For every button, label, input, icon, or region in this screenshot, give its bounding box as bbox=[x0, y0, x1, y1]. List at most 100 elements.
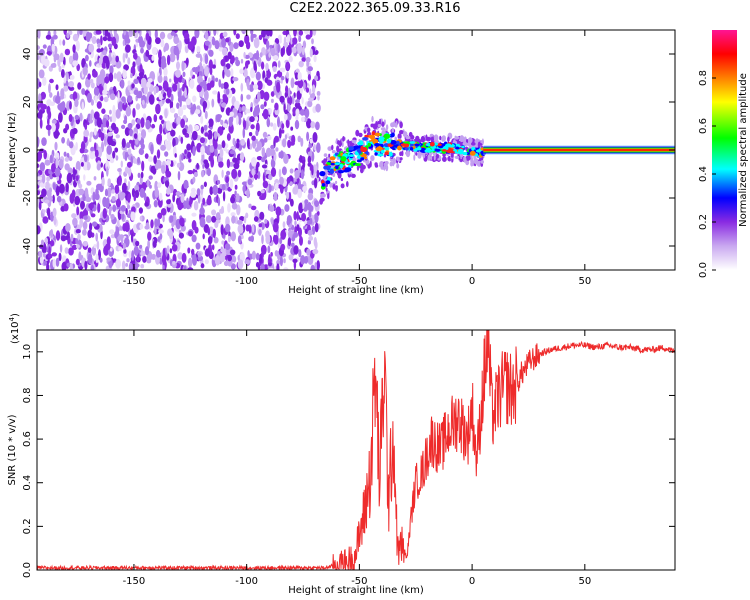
noise-blob bbox=[266, 70, 272, 79]
noise-blob bbox=[105, 160, 110, 171]
noise-blob bbox=[162, 264, 165, 270]
noise-blob bbox=[37, 150, 43, 161]
noise-blob bbox=[177, 106, 184, 117]
noise-blob bbox=[158, 229, 164, 234]
track-haze bbox=[391, 127, 394, 134]
noise-blob bbox=[167, 228, 173, 237]
noise-blob bbox=[211, 215, 217, 223]
noise-blob bbox=[103, 96, 109, 103]
noise-blob bbox=[220, 59, 226, 67]
noise-blob bbox=[130, 211, 136, 221]
track-haze bbox=[331, 150, 336, 154]
noise-blob bbox=[117, 219, 120, 227]
noise-blob bbox=[117, 101, 124, 112]
noise-blob bbox=[109, 93, 116, 101]
noise-blob bbox=[109, 157, 115, 164]
track-haze bbox=[429, 133, 434, 138]
noise-blob bbox=[173, 113, 179, 119]
noise-blob bbox=[127, 57, 131, 65]
noise-blob bbox=[296, 224, 300, 232]
noise-blob bbox=[68, 114, 73, 122]
noise-blob bbox=[82, 229, 87, 236]
noise-blob bbox=[148, 175, 153, 180]
noise-blob bbox=[270, 218, 274, 225]
noise-blob bbox=[213, 30, 217, 36]
noise-blob bbox=[217, 91, 221, 102]
noise-blob bbox=[45, 124, 52, 131]
noise-blob bbox=[291, 134, 296, 145]
noise-blob bbox=[276, 81, 281, 93]
noise-blob bbox=[51, 163, 56, 173]
track-haze bbox=[468, 137, 473, 144]
noise-blob bbox=[170, 93, 174, 102]
noise-blob bbox=[277, 43, 281, 54]
track-haze bbox=[335, 180, 338, 185]
noise-blob bbox=[281, 123, 285, 130]
y-axis-ticks: -40 -20 0 20 40 bbox=[22, 48, 675, 254]
noise-blob bbox=[200, 202, 204, 214]
noise-blob bbox=[159, 123, 163, 135]
noise-blob bbox=[288, 55, 293, 63]
noise-blob bbox=[54, 152, 60, 161]
noise-blob bbox=[83, 174, 86, 181]
track-haze bbox=[415, 135, 420, 142]
noise-blob bbox=[227, 254, 233, 262]
noise-blob bbox=[283, 153, 289, 164]
noise-blob bbox=[65, 182, 69, 193]
noise-blob bbox=[61, 64, 65, 69]
noise-blob bbox=[82, 221, 88, 230]
noise-blob bbox=[90, 264, 95, 270]
noise-blob bbox=[204, 132, 209, 137]
track-haze bbox=[331, 144, 334, 151]
noise-blob bbox=[55, 157, 59, 168]
noise-blob bbox=[86, 92, 92, 103]
noise-blob bbox=[212, 90, 218, 95]
noise-blob bbox=[159, 192, 163, 201]
track-haze bbox=[442, 152, 446, 157]
noise-blob bbox=[107, 90, 110, 98]
track-blob bbox=[330, 162, 335, 166]
noise-blob bbox=[66, 101, 71, 111]
track-haze bbox=[379, 118, 382, 125]
noise-blob bbox=[247, 84, 250, 91]
track-haze bbox=[477, 160, 481, 166]
noise-blob bbox=[316, 260, 320, 270]
noise-blob bbox=[250, 235, 254, 243]
track-blob bbox=[360, 146, 368, 153]
noise-blob bbox=[230, 196, 236, 204]
noise-blob bbox=[309, 164, 314, 172]
noise-blob bbox=[241, 30, 246, 33]
noise-blob bbox=[230, 212, 236, 217]
noise-blob bbox=[44, 199, 50, 204]
noise-blob bbox=[217, 187, 223, 194]
noise-blob bbox=[52, 258, 56, 268]
noise-blob bbox=[148, 94, 155, 105]
noise-blob bbox=[304, 256, 309, 264]
noise-blob bbox=[111, 122, 117, 131]
noise-blob bbox=[115, 259, 121, 269]
noise-blob bbox=[72, 33, 79, 42]
noise-blob bbox=[240, 93, 244, 102]
track-blob bbox=[377, 146, 383, 150]
track-haze bbox=[319, 198, 323, 205]
noise-blob bbox=[236, 138, 240, 143]
noise-blob bbox=[268, 52, 271, 58]
noise-blob bbox=[220, 83, 225, 89]
noise-blob bbox=[301, 46, 305, 56]
track-haze bbox=[327, 146, 333, 152]
noise-blob bbox=[182, 128, 187, 136]
noise-blob bbox=[130, 73, 133, 79]
track-blob bbox=[414, 143, 421, 147]
noise-blob bbox=[284, 91, 289, 99]
track-haze bbox=[430, 155, 433, 161]
noise-blob bbox=[316, 142, 321, 153]
noise-blob bbox=[224, 55, 228, 61]
noise-blob bbox=[209, 80, 215, 88]
noise-blob bbox=[100, 123, 104, 132]
noise-blob bbox=[127, 193, 131, 203]
noise-blob bbox=[51, 119, 57, 125]
noise-blob bbox=[250, 67, 256, 79]
track-blob bbox=[396, 140, 400, 146]
colorbar-ticks: 0.0 0.2 0.4 0.6 0.8 bbox=[698, 70, 716, 278]
noise-blob bbox=[236, 142, 240, 149]
